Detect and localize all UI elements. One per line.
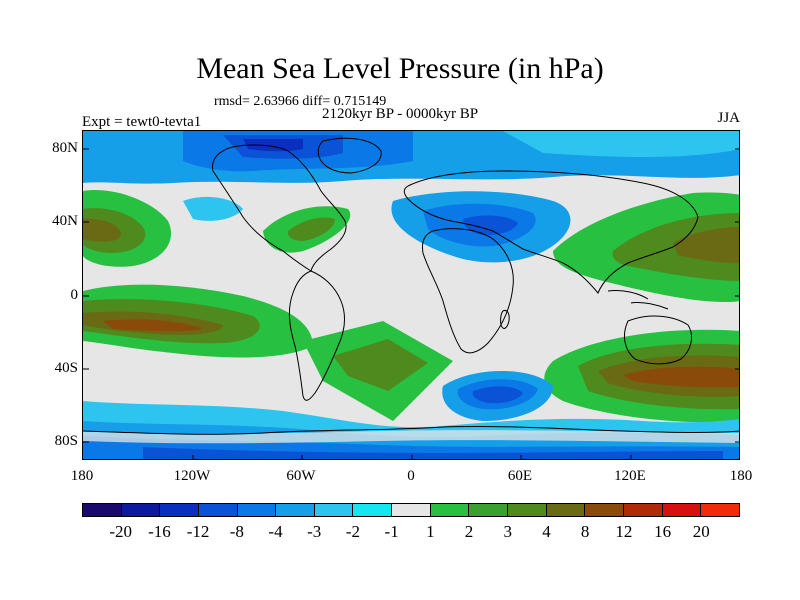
colorbar-label: -1 (384, 522, 399, 541)
colorbar-label: 1 (426, 522, 435, 541)
colorbar-label: -12 (186, 522, 210, 541)
season-label: JJA (717, 110, 740, 126)
colorbar-swatch (469, 504, 509, 516)
lat-label-80n: 80N (52, 140, 78, 156)
colorbar-swatch (392, 504, 431, 516)
colorbar-swatch (546, 504, 586, 516)
lat-label-40s: 40S (54, 360, 78, 376)
stats-text: rmsd= 2.63966 diff= 0.715149 (214, 94, 387, 109)
colorbar-swatch (198, 504, 238, 516)
colorbar-label: 3 (503, 522, 513, 541)
lon-label-120w: 120W (173, 468, 211, 484)
colorbar-label: 16 (654, 522, 672, 541)
colorbar-swatch (83, 504, 122, 516)
experiment-label: Expt = tewt0-tevta1 (82, 114, 202, 130)
lat-label-40n: 40N (52, 213, 78, 229)
colorbar-swatch (623, 504, 663, 516)
colorbar-swatch (314, 504, 354, 516)
colorbar-label: -8 (229, 522, 244, 541)
colorbar-label: -16 (148, 522, 171, 541)
colorbar-swatch (237, 504, 277, 516)
colorbar-label: 8 (580, 522, 590, 541)
period-text: 2120kyr BP - 0000kyr BP (321, 106, 479, 122)
colorbar-label: -20 (109, 522, 133, 541)
lon-label-180e: 180 (729, 468, 753, 484)
lon-label-0: 0 (407, 468, 415, 484)
colorbar-label: -4 (268, 522, 283, 541)
colorbar-swatch (662, 504, 702, 516)
map-panel (82, 130, 740, 460)
colorbar (82, 503, 740, 517)
colorbar-label: 2 (464, 522, 474, 541)
map-ticks (83, 148, 739, 459)
map-title: Mean Sea Level Pressure (in hPa) (196, 52, 604, 85)
lat-label-80s: 80S (54, 433, 78, 449)
colorbar-swatch (160, 504, 199, 516)
lon-label-60w: 60W (286, 468, 316, 484)
lon-label-120e: 120E (614, 468, 646, 484)
colorbar-swatch (430, 504, 470, 516)
colorbar-swatch (121, 504, 161, 516)
colorbar-swatch (508, 504, 547, 516)
lon-label-60e: 60E (507, 468, 533, 484)
colorbar-label: -3 (307, 522, 322, 541)
colorbar-swatch (701, 504, 739, 516)
pressure-anomaly-map (83, 131, 739, 459)
coastlines (83, 137, 739, 435)
colorbar-label: -2 (345, 522, 361, 541)
lon-label-180w: 180 (70, 468, 94, 484)
colorbar-swatch (276, 504, 315, 516)
colorbar-swatch (353, 504, 393, 516)
colorbar-label: 20 (692, 522, 710, 541)
colorbar-swatch (585, 504, 624, 516)
colorbar-label: 4 (542, 522, 551, 541)
lat-label-0: 0 (70, 287, 79, 303)
colorbar-label: 12 (615, 522, 633, 541)
